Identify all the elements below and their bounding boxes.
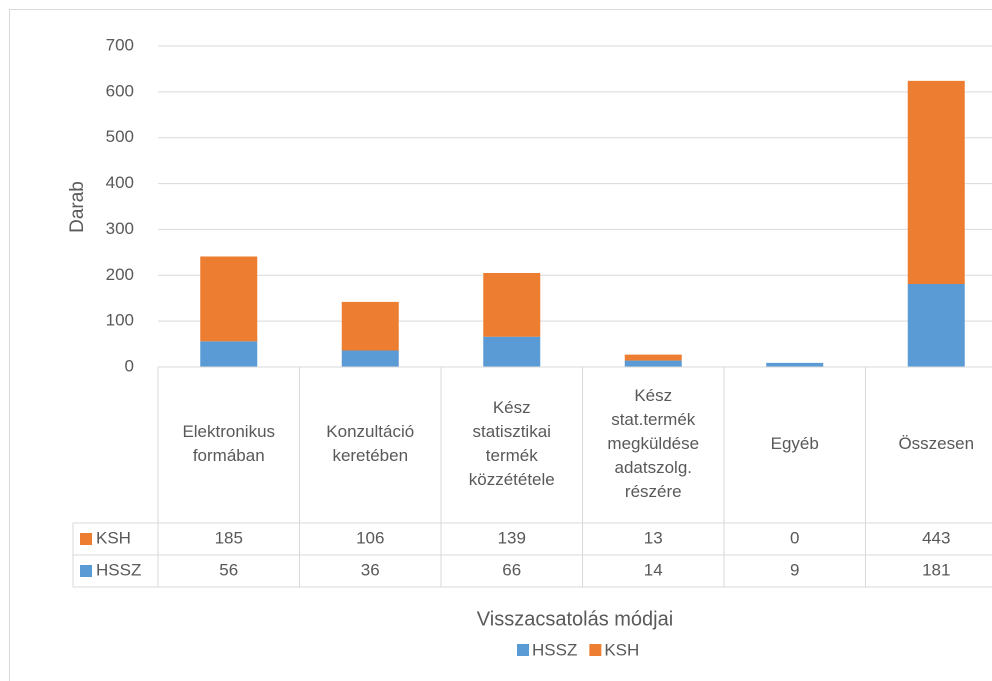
category-label-line: közzététele bbox=[469, 470, 555, 489]
table-value: 0 bbox=[790, 528, 799, 547]
bar-segment bbox=[907, 80, 965, 284]
category-label-line: keretében bbox=[332, 446, 408, 465]
table-value: 106 bbox=[356, 528, 384, 547]
y-tick-label: 400 bbox=[106, 173, 134, 192]
table-value: 14 bbox=[644, 560, 663, 579]
category-label: Konzultáció keretében bbox=[326, 422, 414, 465]
y-tick-label: 100 bbox=[106, 311, 134, 330]
table-value: 66 bbox=[502, 560, 521, 579]
table-value: 13 bbox=[644, 528, 663, 547]
bar-segment bbox=[624, 354, 682, 361]
bar-segment bbox=[200, 256, 258, 342]
x-axis-title: Visszacsatolás módjai bbox=[477, 608, 673, 630]
category-label-line: adatszolg. bbox=[615, 458, 693, 477]
bar-segment bbox=[483, 336, 541, 367]
legend-label: HSSZ bbox=[532, 640, 577, 659]
y-tick-label: 500 bbox=[106, 127, 134, 146]
category-label-line: Egyéb bbox=[771, 434, 819, 453]
category-label-line: megküldése bbox=[607, 434, 699, 453]
table-value: 185 bbox=[215, 528, 243, 547]
table-row-label: KSH bbox=[96, 528, 131, 547]
table-value: 9 bbox=[790, 560, 799, 579]
category-label-line: Kész bbox=[493, 398, 531, 417]
category-label-line: Elektronikus bbox=[182, 422, 275, 441]
legend-swatch bbox=[517, 644, 529, 656]
bar-segment bbox=[766, 362, 824, 367]
table-value: 56 bbox=[219, 560, 238, 579]
bar-segment bbox=[624, 360, 682, 367]
category-label-line: Konzultáció bbox=[326, 422, 414, 441]
category-label-line: formában bbox=[193, 446, 265, 465]
y-axis-title: Darab bbox=[67, 181, 88, 233]
bar-segment bbox=[341, 301, 399, 351]
category-label-line: Kész bbox=[634, 386, 672, 405]
legend-swatch bbox=[589, 644, 602, 656]
bar-segment bbox=[200, 341, 258, 367]
category-label-line: stat.termék bbox=[611, 410, 696, 429]
bar-segment bbox=[483, 272, 541, 337]
category-label: Kész stat.termék megküldése adatszolg. részé… bbox=[607, 386, 699, 501]
table-value: 181 bbox=[922, 560, 950, 579]
category-label: Egyéb bbox=[771, 434, 819, 453]
category-label: Elektronikus formában bbox=[182, 422, 275, 465]
category-label-line: Összesen bbox=[898, 434, 974, 453]
legend-label: KSH bbox=[604, 640, 639, 659]
table-row-label: HSSZ bbox=[96, 560, 141, 579]
category-label-line: részére bbox=[625, 482, 682, 501]
bar-segment bbox=[907, 283, 965, 367]
category-label: Összesen bbox=[898, 434, 974, 453]
bar-segment bbox=[341, 350, 399, 367]
y-tick-label: 600 bbox=[106, 81, 134, 100]
y-tick-label: 0 bbox=[125, 356, 134, 375]
table-value: 443 bbox=[922, 528, 950, 547]
category-label: Kész statisztikai termék közzététele bbox=[469, 398, 555, 489]
y-tick-label: 200 bbox=[106, 265, 134, 284]
legend-swatch bbox=[80, 565, 92, 577]
y-tick-label: 700 bbox=[106, 35, 134, 54]
table-value: 36 bbox=[361, 560, 380, 579]
category-label-line: statisztikai bbox=[473, 422, 551, 441]
category-label-line: termék bbox=[486, 446, 538, 465]
y-tick-label: 300 bbox=[106, 219, 134, 238]
legend-swatch bbox=[80, 533, 92, 545]
table-value: 139 bbox=[498, 528, 526, 547]
